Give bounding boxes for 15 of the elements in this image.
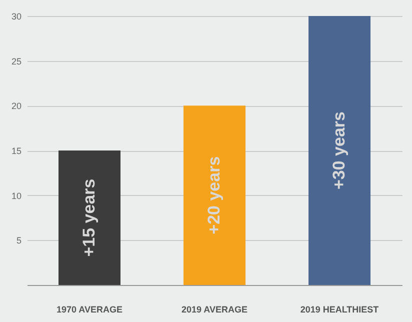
bar xyxy=(184,106,246,285)
y-tick-label: 30 xyxy=(11,12,22,22)
bar xyxy=(58,150,120,285)
bar xyxy=(308,16,370,285)
x-tick-label: 2019 AVERAGE xyxy=(181,304,248,314)
data-label: +20 years xyxy=(204,156,224,234)
data-label: +15 years xyxy=(80,178,98,257)
y-tick-label: 25 xyxy=(11,56,22,66)
y-tick-label: 5 xyxy=(16,236,22,246)
data-label: +30 years xyxy=(330,112,348,190)
x-tick-label: 1970 AVERAGE xyxy=(56,304,123,314)
y-tick-label: 15 xyxy=(11,146,22,156)
y-tick-label: 20 xyxy=(11,101,22,112)
x-tick-label: 2019 HEALTHIEST xyxy=(300,304,380,314)
y-tick-label: 10 xyxy=(11,190,22,201)
